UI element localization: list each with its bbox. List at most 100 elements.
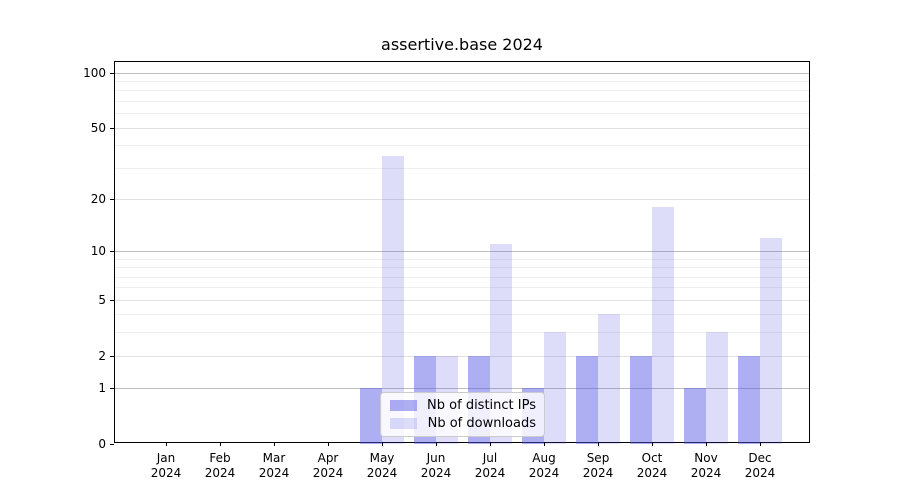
x-axis-month-label: Jul <box>482 451 498 465</box>
x-axis-tick-mark <box>544 442 545 446</box>
x-axis-year-label: 2024 <box>312 466 344 480</box>
gridline-minor <box>115 80 809 82</box>
x-axis-tick-label: Oct 2024 <box>625 451 679 481</box>
y-axis-tick-mark <box>110 127 114 129</box>
gridline-minor <box>115 267 809 269</box>
legend-item-downloads: Nb of downloads <box>390 416 536 431</box>
x-axis-month-label: Apr <box>317 451 339 465</box>
y-axis-tick-mark <box>110 388 114 390</box>
gridline-major <box>115 198 809 200</box>
x-axis-month-label: Dec <box>748 451 772 465</box>
x-axis-month-label: May <box>369 451 395 465</box>
y-axis-tick-mark <box>110 299 114 301</box>
bar-downloads-sep <box>598 314 620 444</box>
x-axis-year-label: 2024 <box>474 466 506 480</box>
x-axis-tick-mark <box>382 442 383 446</box>
x-axis-tick-mark <box>436 442 437 446</box>
y-axis-tick-label: 0 <box>98 437 106 451</box>
gridline-decade <box>115 72 809 74</box>
x-axis-tick-label: Feb 2024 <box>193 451 247 481</box>
x-axis-tick-mark <box>328 442 329 446</box>
gridline-minor <box>115 332 809 334</box>
bar-ips-oct <box>630 355 652 444</box>
plot-area: 0 1 2 5 10 20 50 100 Jan 2024 Feb 2024 Mar 2024 Apr 202… <box>83 61 810 480</box>
x-axis-month-label: Jan <box>156 451 176 465</box>
bar-ips-dec <box>738 355 760 444</box>
gridline-decade <box>115 251 809 252</box>
chart-title: assertive.base 2024 <box>381 35 543 54</box>
y-axis-tick-mark <box>110 72 114 74</box>
y-axis-tick-label: 2 <box>98 348 106 363</box>
y-axis-tick-label: 50 <box>90 120 106 135</box>
bar-downloads-aug <box>544 332 566 444</box>
bar-ips-may <box>360 388 382 444</box>
legend-label-distinct-ips: Nb of distinct IPs <box>427 398 536 413</box>
bar-downloads-dec <box>760 237 782 444</box>
legend-swatch-ips <box>390 400 417 411</box>
x-axis-tick-label: Mar 2024 <box>247 451 301 481</box>
x-axis-tick-label: Sep 2024 <box>571 451 625 481</box>
y-axis-tick-mark <box>110 198 114 200</box>
x-axis-month-label: Aug <box>532 451 556 465</box>
x-axis-year-label: 2024 <box>150 466 182 480</box>
y-axis-tick-mark <box>110 444 114 445</box>
gridline-minor <box>115 113 809 114</box>
x-axis-tick-label: Apr 2024 <box>301 451 355 481</box>
gridline-minor <box>115 167 809 169</box>
x-axis-tick-mark <box>598 442 599 446</box>
x-axis-month-label: Sep <box>586 451 610 465</box>
bar-downloads-nov <box>706 332 728 444</box>
gridline-minor <box>115 145 809 146</box>
gridline-major <box>115 299 809 301</box>
gridline-minor <box>115 287 809 289</box>
legend-label-downloads: Nb of downloads <box>427 416 536 431</box>
x-axis-year-label: 2024 <box>420 466 452 480</box>
x-axis-year-label: 2024 <box>690 466 722 480</box>
x-axis-tick-label: May 2024 <box>355 451 409 481</box>
x-axis-tick-mark <box>652 442 653 446</box>
x-axis-year-label: 2024 <box>528 466 560 480</box>
x-axis-tick-mark <box>760 442 761 446</box>
x-axis-month-label: Nov <box>694 451 718 465</box>
bar-ips-sep <box>576 355 598 444</box>
gridline-minor <box>115 276 809 278</box>
x-axis-tick-mark <box>706 442 707 446</box>
x-axis-year-label: 2024 <box>744 466 776 480</box>
x-axis-tick-mark <box>490 442 491 446</box>
gridline-minor <box>115 258 809 260</box>
x-axis-year-label: 2024 <box>204 466 236 480</box>
gridline-minor <box>115 90 809 92</box>
legend-item-distinct-ips: Nb of distinct IPs <box>390 398 536 413</box>
x-axis-tick-label: Nov 2024 <box>679 451 733 481</box>
x-axis-month-label: Feb <box>209 451 231 465</box>
bar-downloads-may <box>382 155 404 444</box>
y-axis-tick-label: 1 <box>98 381 106 396</box>
x-axis-month-label: Oct <box>641 451 663 465</box>
x-axis-year-label: 2024 <box>636 466 668 480</box>
y-axis-tick-label: 100 <box>83 65 106 80</box>
gridline-major <box>115 355 809 357</box>
gridline-major <box>115 127 809 129</box>
y-axis-tick-label: 10 <box>90 244 106 258</box>
x-axis-tick-label: Jun 2024 <box>409 451 463 481</box>
y-axis-tick-mark <box>110 355 114 357</box>
y-axis-tick-mark <box>110 251 114 252</box>
y-axis-tick-label: 5 <box>98 292 106 307</box>
x-axis-tick-label: Jan 2024 <box>139 451 193 481</box>
x-axis-tick-mark <box>166 442 167 446</box>
x-axis-tick-label: Aug 2024 <box>517 451 571 481</box>
x-axis-tick-mark <box>220 442 221 446</box>
bar-ips-nov <box>684 388 706 444</box>
gridline-decade <box>115 388 809 390</box>
x-axis-month-label: Jun <box>426 451 446 465</box>
legend: Nb of distinct IPs Nb of downloads <box>380 392 545 437</box>
x-axis-year-label: 2024 <box>582 466 614 480</box>
gridline-minor <box>115 314 809 316</box>
x-axis-tick-label: Dec 2024 <box>733 451 787 481</box>
x-axis-tick-label: Jul 2024 <box>463 451 517 481</box>
x-axis-month-label: Mar <box>262 451 286 465</box>
x-axis-year-label: 2024 <box>258 466 290 480</box>
y-axis-tick-label: 20 <box>90 191 106 206</box>
bar-downloads-oct <box>652 207 674 444</box>
